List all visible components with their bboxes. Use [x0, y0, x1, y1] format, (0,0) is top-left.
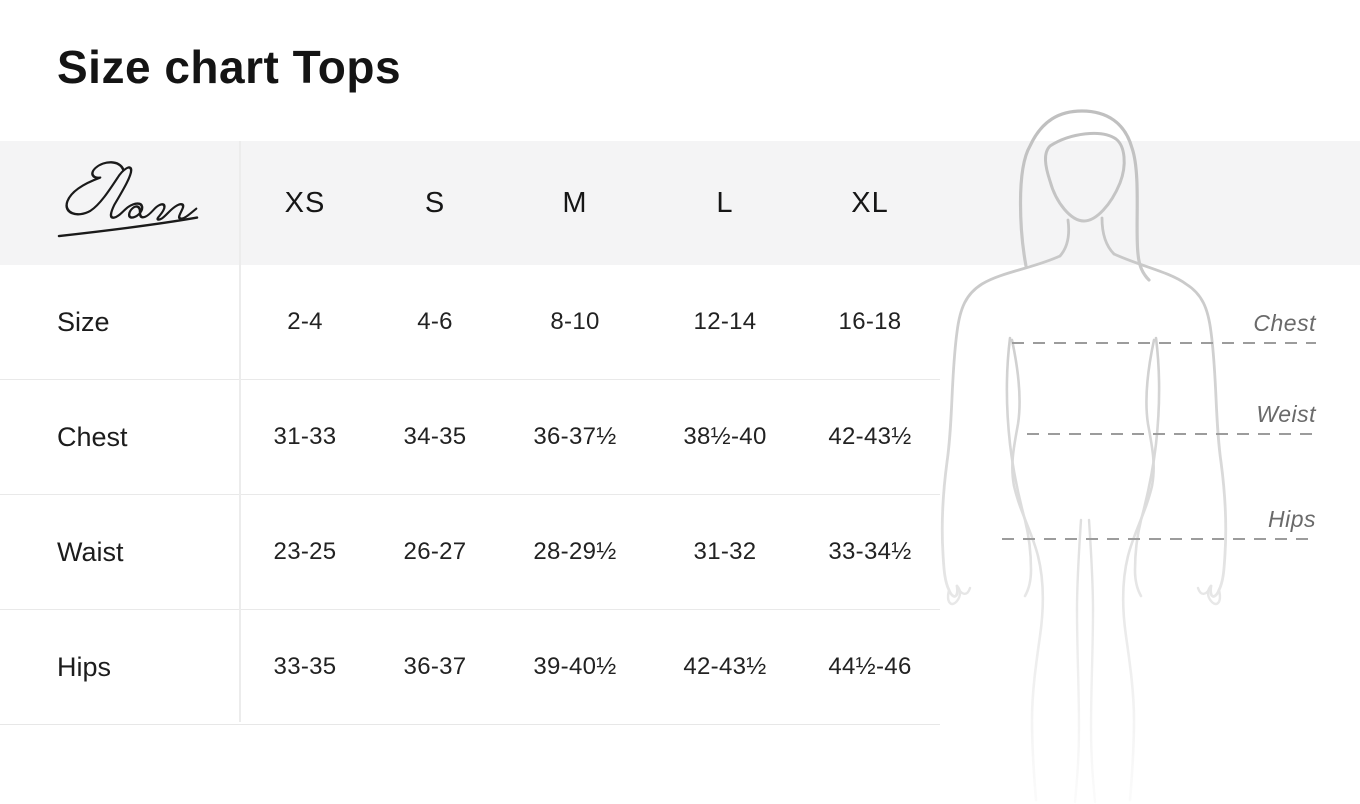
column-header-xs: XS	[284, 186, 326, 219]
table-cell: 26-27	[403, 538, 467, 565]
column-header-m: M	[562, 186, 588, 219]
table-cell: 36-37½	[533, 423, 617, 450]
brand-cell	[0, 158, 201, 249]
chest-measure-label: Chest	[1253, 310, 1316, 336]
body-figure-illustration	[940, 109, 1228, 804]
table-cell: 36-37	[403, 653, 467, 680]
column-header-s: S	[424, 186, 446, 219]
table-cell: 16-18	[838, 308, 902, 335]
table-row-hips: Hips 33-35 36-37 39-40½ 42-43½ 44½-46	[0, 609, 940, 724]
table-cell: 44½-46	[828, 653, 912, 680]
table-column-divider	[239, 141, 241, 722]
row-label: Waist	[57, 536, 124, 567]
page-title: Size chart Tops	[57, 41, 402, 93]
table-cell: 39-40½	[533, 653, 617, 680]
hips-measure-label: Hips	[1267, 506, 1316, 532]
table-header-band	[0, 141, 1360, 265]
table-cell: 42-43½	[683, 653, 767, 680]
row-label: Size	[57, 306, 110, 337]
table-cell: 23-25	[273, 538, 337, 565]
waist-measure-label: Weist	[1256, 401, 1316, 427]
column-header-l: L	[716, 186, 734, 219]
size-chart-table: XS S M L XL Size 2-4 4-6 8-10 12-14 16-1…	[0, 141, 940, 725]
waist-measure-line	[1027, 433, 1316, 435]
chest-measure-line	[1012, 342, 1316, 344]
table-cell: 31-33	[273, 423, 337, 450]
table-header-row: XS S M L XL	[0, 141, 940, 265]
table-cell: 4-6	[417, 308, 453, 335]
brand-logo-elan	[57, 160, 199, 237]
table-cell: 2-4	[287, 308, 323, 335]
table-cell: 31-32	[693, 538, 757, 565]
table-cell: 28-29½	[533, 538, 617, 565]
table-cell: 12-14	[693, 308, 757, 335]
table-cell: 34-35	[403, 423, 467, 450]
table-cell: 33-35	[273, 653, 337, 680]
hips-measure-line	[1002, 538, 1316, 540]
row-label: Chest	[57, 421, 128, 452]
table-row-waist: Waist 23-25 26-27 28-29½ 31-32 33-34½	[0, 494, 940, 609]
table-cell: 8-10	[550, 308, 600, 335]
column-header-xl: XL	[851, 186, 889, 219]
table-cell: 33-34½	[828, 538, 912, 565]
table-row-chest: Chest 31-33 34-35 36-37½ 38½-40 42-43½	[0, 379, 940, 494]
table-row-size: Size 2-4 4-6 8-10 12-14 16-18	[0, 265, 940, 379]
table-cell: 38½-40	[683, 423, 767, 450]
face-outline	[1044, 131, 1126, 223]
row-label: Hips	[57, 651, 112, 682]
table-cell: 42-43½	[828, 423, 912, 450]
